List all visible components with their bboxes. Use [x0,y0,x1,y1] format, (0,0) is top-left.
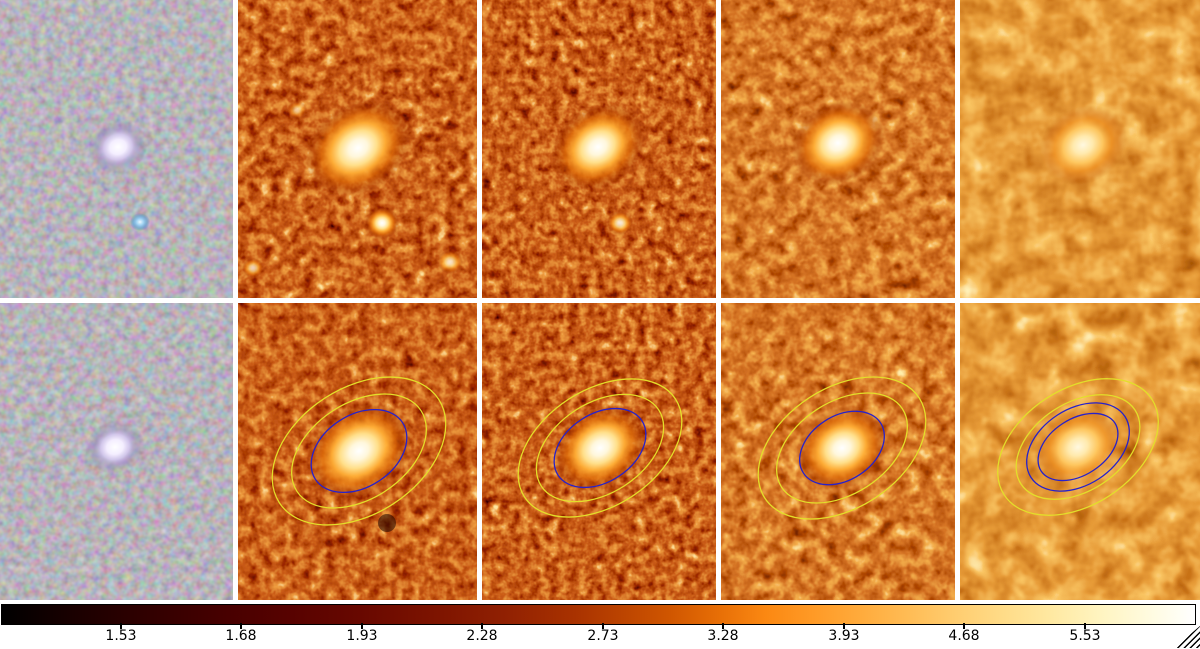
blue-contour [310,408,408,494]
yellow-contour [1015,394,1141,500]
yellow-contour [271,376,447,526]
blue-contour [1026,402,1130,492]
blue-contour [553,407,647,489]
source-glow [242,258,264,278]
colorbar-tick [481,623,483,629]
yellow-contour [757,376,927,520]
yellow-contour [291,393,427,509]
colorbar-tick [361,623,363,629]
colorbar-tick [843,623,845,629]
cutout-heat-contours-row2-col3[interactable] [482,303,716,600]
resize-grip-icon [1174,626,1200,648]
source-glow [306,402,412,500]
colorbar-tick-label: 1.68 [225,628,257,644]
cutout-rgb-row2-col1[interactable] [0,303,233,600]
source-glow [791,100,885,186]
cutout-grid [0,0,1200,600]
source-glow [1038,104,1128,186]
source-glow [305,99,411,197]
colorbar-tick [963,623,965,629]
colorbar-tick-label: 4.68 [948,628,980,644]
colorbar-tick [722,623,724,629]
cutout-heat-contours-row2-col4[interactable] [721,303,955,600]
source-glow [795,405,889,491]
blue-contour [799,410,885,486]
yellow-contour [517,378,683,518]
source-glow [130,213,150,231]
cutout-heat-row1-col3[interactable] [482,0,716,298]
source-glow [553,404,647,492]
colorbar-tick-label: 1.93 [346,628,378,644]
source-glow [551,103,645,191]
cutout-heat-row1-col5[interactable] [960,0,1200,298]
source-glow [437,250,463,274]
cutout-heat-contours-row2-col2[interactable] [238,303,477,600]
cutout-heat-row1-col4[interactable] [721,0,955,298]
colorbar-tick [602,623,604,629]
colorbar-tick [1084,623,1086,629]
colorbar: 1.53 1.68 1.93 2.28 2.73 3.28 3.93 4.68 5.53 [0,600,1200,649]
cutout-heat-contours-row2-col5[interactable] [960,303,1200,600]
yellow-contour [775,392,909,504]
colorbar-tick-label: 5.53 [1069,628,1101,644]
yellow-contour [997,378,1159,516]
source-glow [88,120,148,174]
source-glow [1033,406,1123,488]
source-glow [365,207,399,239]
source-glow [85,420,145,474]
colorbar-tick-label: 3.28 [707,628,739,644]
colorbar-tick-label: 2.73 [587,628,619,644]
colorbar-tick-label: 2.28 [466,628,498,644]
source-glow [607,211,633,235]
source-glow [287,101,307,119]
colorbar-tick [120,623,122,629]
colorbar-gradient[interactable] [1,604,1196,625]
cutout-rgb-row1-col1[interactable] [0,0,233,298]
colorbar-tick-label: 1.53 [105,628,137,644]
yellow-contour [535,393,665,503]
cutout-heat-row1-col2[interactable] [238,0,477,298]
masked-spot [378,514,396,532]
colorbar-tick-label: 3.93 [828,628,860,644]
colorbar-tick [240,623,242,629]
blue-contour [1037,412,1119,482]
